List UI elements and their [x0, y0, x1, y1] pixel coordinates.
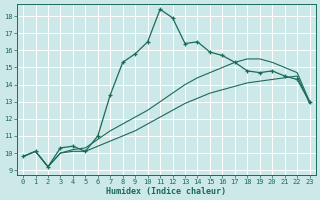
X-axis label: Humidex (Indice chaleur): Humidex (Indice chaleur): [106, 187, 226, 196]
